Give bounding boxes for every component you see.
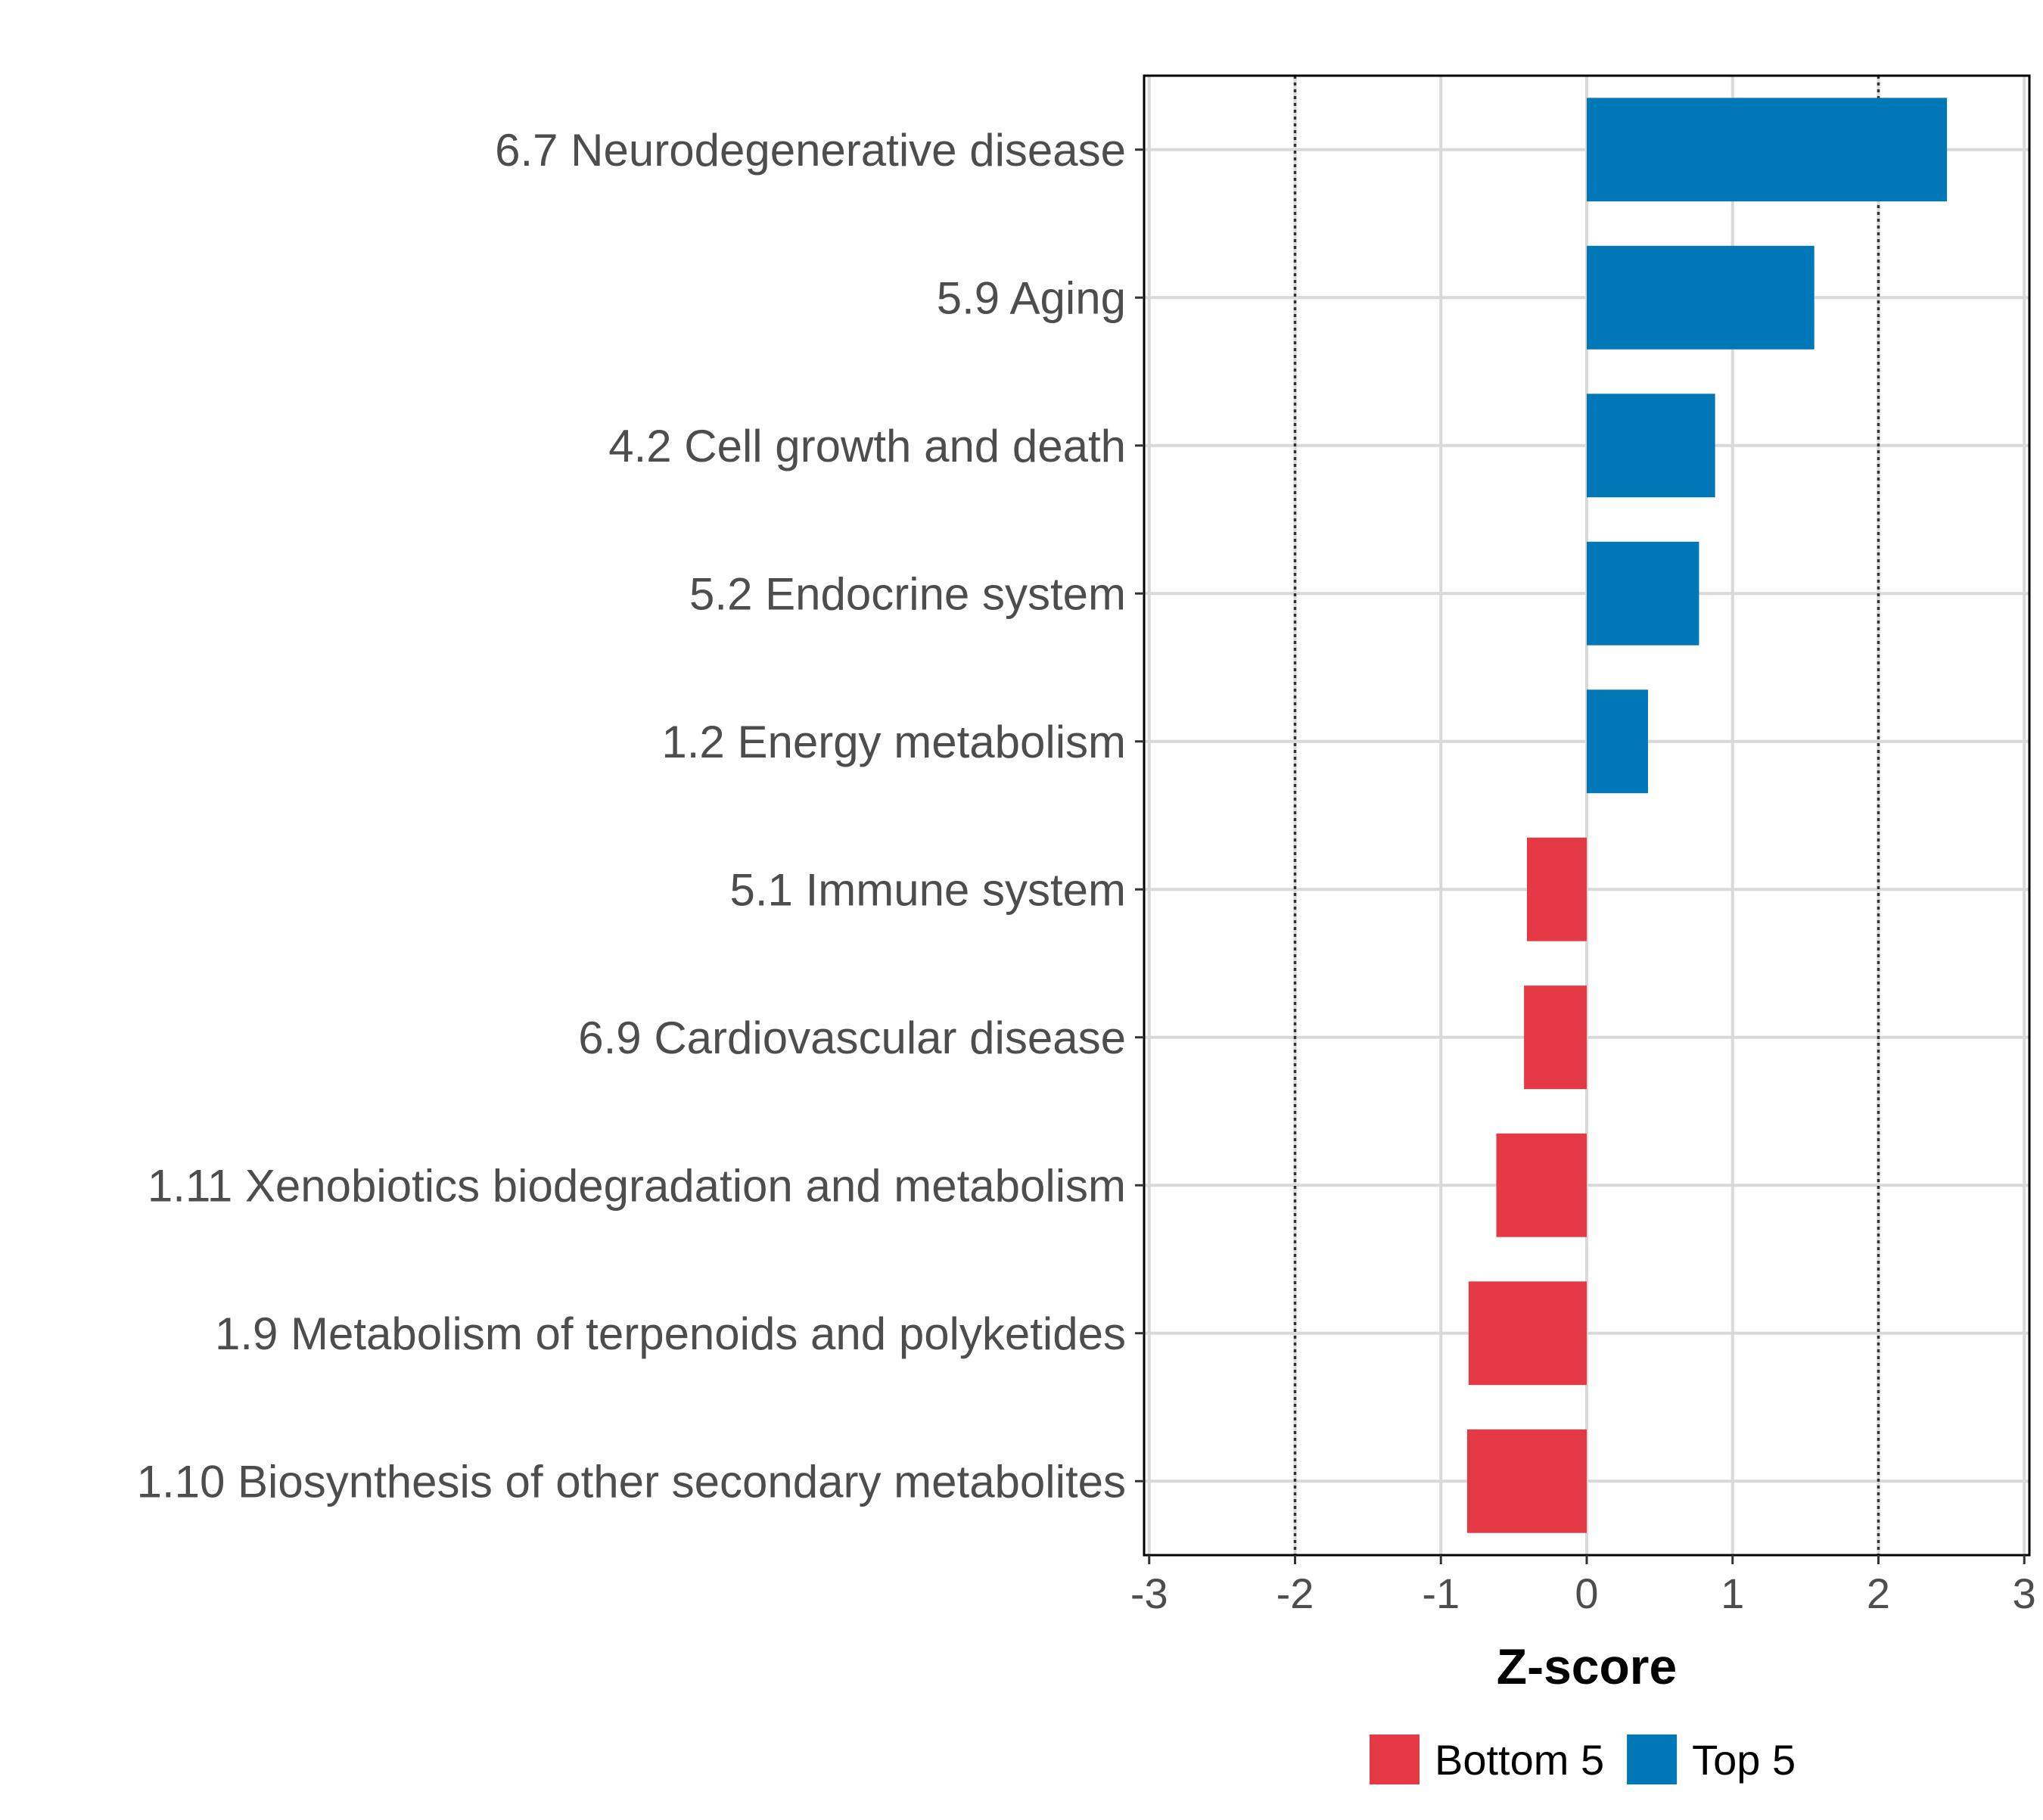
bar-top-4 — [1587, 541, 1699, 646]
bar-bottom-6 — [1526, 837, 1587, 941]
category-label: 5.1 Immune system — [729, 864, 1126, 915]
bar-bottom-10 — [1466, 1429, 1587, 1533]
legend-swatch — [1627, 1734, 1678, 1784]
x-tick-label: 0 — [1575, 1570, 1598, 1617]
category-label: 5.9 Aging — [937, 272, 1126, 323]
bar-bottom-7 — [1524, 985, 1587, 1090]
legend-label: Bottom 5 — [1435, 1736, 1604, 1784]
x-tick-label: -3 — [1130, 1570, 1168, 1617]
x-tick-label: 3 — [2013, 1570, 2036, 1617]
bars — [1466, 98, 1948, 1533]
x-tick-label: 1 — [1721, 1570, 1744, 1617]
category-label: 1.2 Energy metabolism — [661, 717, 1126, 767]
category-label: 1.9 Metabolism of terpenoids and polyket… — [215, 1308, 1126, 1359]
x-axis-ticks: -3 -2 -1 0 1 2 3 — [1130, 1555, 2036, 1617]
x-tick-label: 2 — [1867, 1570, 1890, 1617]
reference-lines — [1293, 76, 1880, 1555]
x-tick-label: -1 — [1422, 1570, 1460, 1617]
bar-bottom-9 — [1468, 1281, 1587, 1386]
category-label: 1.10 Biosynthesis of other secondary met… — [137, 1456, 1126, 1507]
x-axis-title: Z-score — [1497, 1638, 1677, 1694]
legend-label: Top 5 — [1692, 1736, 1796, 1784]
bar-top-1 — [1587, 98, 1948, 202]
category-label: 6.9 Cardiovascular disease — [578, 1013, 1126, 1063]
category-label: 6.7 Neurodegenerative disease — [495, 125, 1126, 176]
x-tick-label: -2 — [1276, 1570, 1314, 1617]
legend: Bottom 5 Top 5 — [1370, 1734, 1796, 1784]
bar-top-3 — [1587, 394, 1715, 498]
category-label: 5.2 Endocrine system — [689, 568, 1126, 619]
category-label: 4.2 Cell growth and death — [608, 421, 1126, 471]
y-axis-ticks: 6.7 Neurodegenerative disease 5.9 Aging 4.… — [137, 125, 1144, 1507]
legend-swatch — [1370, 1734, 1420, 1784]
bar-bottom-8 — [1496, 1133, 1587, 1237]
category-label: 1.11 Xenobiotics biodegradation and meta… — [148, 1160, 1126, 1211]
bar-top-5 — [1587, 689, 1648, 794]
bar-top-2 — [1587, 245, 1814, 350]
